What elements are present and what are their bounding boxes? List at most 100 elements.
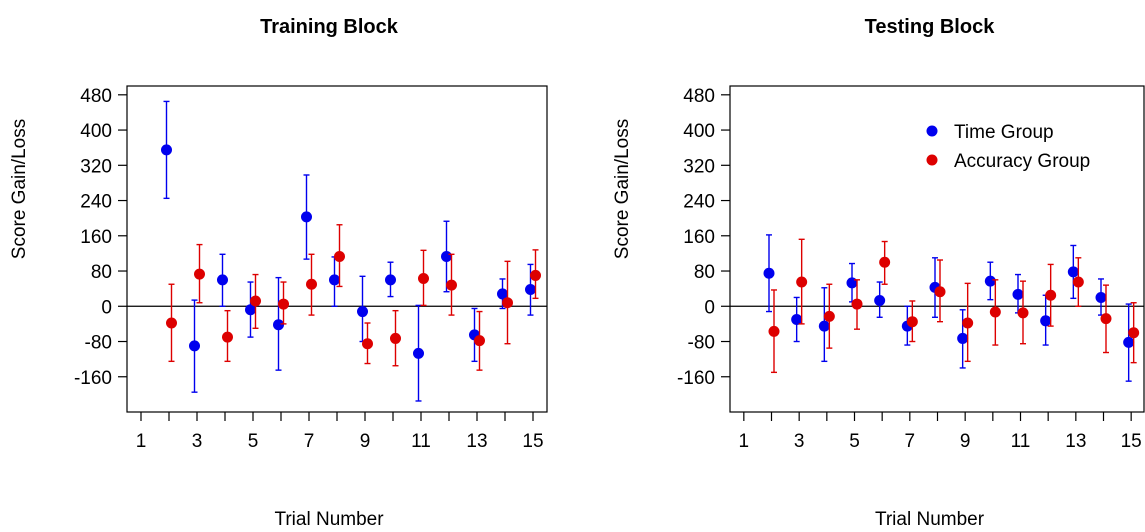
x-tick-label: 3 xyxy=(192,431,203,452)
data-point xyxy=(1072,276,1084,288)
plot-frame xyxy=(126,85,548,413)
data-point xyxy=(329,274,340,286)
data-point xyxy=(357,306,368,318)
data-point xyxy=(989,306,1001,318)
data-point xyxy=(851,298,863,310)
x-tick-label: 1 xyxy=(739,431,750,452)
data-point xyxy=(1045,289,1057,301)
y-tick-label: 80 xyxy=(694,262,715,283)
y-tick-label: 160 xyxy=(80,227,112,248)
series-1 xyxy=(763,234,1135,382)
data-point xyxy=(418,273,429,285)
series-2 xyxy=(166,224,541,371)
y-tick-label: -80 xyxy=(85,333,112,354)
y-tick-label: -80 xyxy=(688,333,715,354)
y-tick-label: 80 xyxy=(91,262,112,283)
x-tick-label: 15 xyxy=(1121,431,1142,452)
data-point xyxy=(823,310,835,322)
data-point xyxy=(390,332,401,344)
data-point xyxy=(768,325,780,337)
data-point xyxy=(194,268,205,280)
data-point xyxy=(250,295,261,307)
x-tick-label: 3 xyxy=(794,431,805,452)
y-tick-label: 0 xyxy=(704,297,715,318)
data-point xyxy=(502,297,513,309)
data-point xyxy=(1017,307,1029,319)
data-point xyxy=(906,316,918,328)
data-point xyxy=(796,276,808,288)
y-tick-label: -160 xyxy=(74,368,112,389)
legend: Time Group Accuracy Group xyxy=(926,122,1090,172)
chart-title: Training Block xyxy=(260,16,399,38)
data-point xyxy=(441,250,452,262)
data-point xyxy=(413,347,424,359)
data-point xyxy=(1012,288,1024,300)
data-point xyxy=(846,277,858,289)
x-tick-label: 9 xyxy=(960,431,971,452)
data-point xyxy=(1095,291,1107,303)
data-point xyxy=(222,331,233,343)
series-2 xyxy=(768,238,1140,374)
data-point xyxy=(1100,313,1112,325)
data-point xyxy=(474,335,485,347)
data-point xyxy=(1067,266,1079,278)
y-tick-label: 400 xyxy=(80,121,112,142)
data-point xyxy=(818,320,830,332)
chart-title: Testing Block xyxy=(865,16,996,38)
data-point xyxy=(306,278,317,290)
data-point xyxy=(1040,315,1052,327)
x-tick-label: 5 xyxy=(248,431,259,452)
legend-marker xyxy=(926,154,938,166)
plot-frame xyxy=(729,85,1145,413)
y-tick-label: 400 xyxy=(683,121,715,142)
y-tick-label: -160 xyxy=(677,368,715,389)
data-point xyxy=(791,313,803,325)
x-tick-label: 13 xyxy=(466,431,487,452)
legend-marker xyxy=(926,125,938,137)
data-point xyxy=(446,279,457,291)
data-point xyxy=(874,295,886,307)
data-point xyxy=(334,250,345,262)
data-point xyxy=(245,304,256,316)
data-point xyxy=(217,274,228,286)
y-tick-label: 320 xyxy=(683,156,715,177)
data-point xyxy=(189,340,200,352)
y-tick-label: 0 xyxy=(101,297,112,318)
y-tick-label: 160 xyxy=(683,227,715,248)
chart-panel-1: Training Block -160 -80 0 80 160 240 320 400 480 1… xyxy=(9,16,548,530)
data-point xyxy=(385,274,396,286)
x-axis-title: Trial Number xyxy=(274,509,384,530)
y-axis-title: Score Gain/Loss xyxy=(9,119,30,259)
data-point xyxy=(879,256,891,268)
y-tick-label: 240 xyxy=(683,192,715,213)
series-1 xyxy=(161,100,536,402)
data-point xyxy=(278,298,289,310)
data-point xyxy=(957,332,969,344)
x-tick-label: 5 xyxy=(849,431,860,452)
x-tick-label: 9 xyxy=(360,431,371,452)
data-point xyxy=(1123,336,1135,348)
y-tick-label: 480 xyxy=(683,86,715,107)
data-point xyxy=(497,288,508,300)
x-tick-label: 15 xyxy=(522,431,543,452)
x-tick-label: 11 xyxy=(411,431,431,452)
x-tick-label: 7 xyxy=(905,431,916,452)
y-tick-label: 320 xyxy=(80,156,112,177)
data-point xyxy=(166,317,177,329)
x-axis-title: Trial Number xyxy=(875,509,985,530)
data-point xyxy=(962,317,974,329)
legend-label: Time Group xyxy=(954,122,1054,143)
data-point xyxy=(161,144,172,156)
x-tick-label: 1 xyxy=(136,431,147,452)
x-tick-label: 13 xyxy=(1065,431,1086,452)
y-tick-label: 480 xyxy=(80,86,112,107)
data-point xyxy=(934,286,946,298)
x-tick-label: 11 xyxy=(1011,431,1031,452)
data-point xyxy=(301,211,312,223)
data-point xyxy=(530,269,541,281)
legend-label: Accuracy Group xyxy=(954,151,1090,172)
data-point xyxy=(763,267,775,279)
y-tick-label: 240 xyxy=(80,192,112,213)
